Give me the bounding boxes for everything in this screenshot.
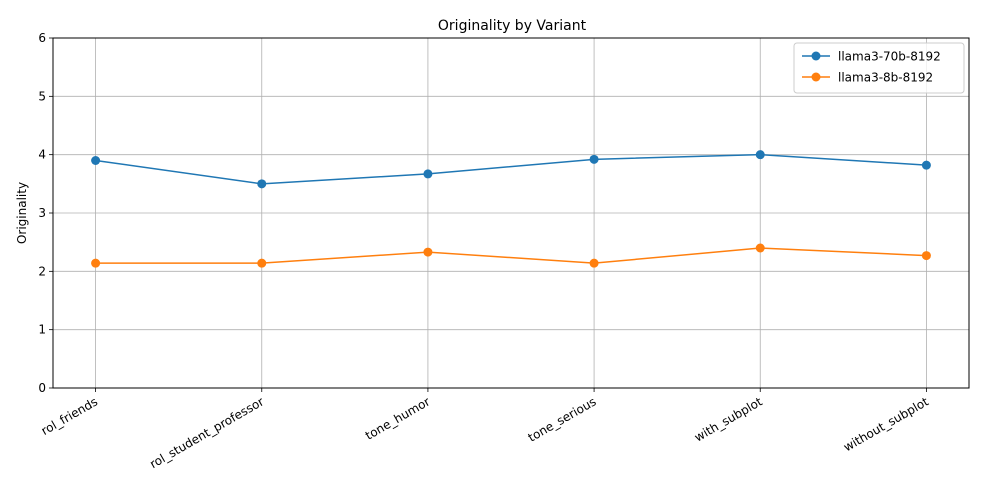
series-line [95, 247, 927, 264]
legend-marker [811, 51, 821, 61]
data-point [921, 160, 931, 170]
series-llama3-8b-8192 [91, 243, 931, 268]
x-tick-label: rol_student_professor [147, 394, 266, 471]
y-tick-label: 6 [38, 31, 46, 45]
data-point [589, 258, 599, 268]
x-tick-label: without_subplot [841, 394, 931, 454]
y-tick-label: 5 [38, 89, 46, 103]
y-tick-label: 3 [38, 206, 46, 220]
x-tick-label: tone_humor [363, 394, 433, 442]
y-tick-label: 2 [38, 264, 46, 278]
data-point [91, 156, 101, 165]
y-tick-label: 4 [38, 148, 46, 162]
y-tick-label: 1 [38, 323, 46, 337]
data-point [589, 154, 599, 164]
legend-item: llama3-70b-8192 [802, 50, 941, 64]
data-point [257, 179, 267, 189]
legend-label: llama3-8b-8192 [838, 71, 933, 85]
data-point [91, 258, 101, 268]
data-point [755, 150, 765, 160]
x-tick-label: tone_serious [526, 394, 599, 444]
data-point [755, 243, 765, 253]
legend: llama3-70b-8192 llama3-8b-8192 [793, 42, 965, 94]
data-point [921, 251, 931, 261]
ticks: 0 1 2 3 4 5 6 rol_friends rol_student_professor t… [38, 31, 931, 471]
legend-item: llama3-8b-8192 [802, 71, 933, 85]
data-point [257, 258, 267, 268]
y-tick-label: 0 [38, 381, 46, 395]
x-tick-label: with_subplot [692, 394, 765, 444]
grid [53, 37, 969, 389]
data-point [423, 169, 433, 179]
legend-label: llama3-70b-8192 [838, 50, 941, 64]
chart-title: Originality by Variant [438, 18, 587, 34]
series-layer [91, 150, 931, 268]
legend-marker [811, 72, 821, 82]
legend-box [793, 42, 965, 94]
data-point [423, 247, 433, 257]
y-axis-label: Originality [15, 182, 29, 244]
x-tick-label: rol_friends [39, 394, 100, 437]
series-line [95, 153, 927, 185]
series-llama3-70b-8192 [91, 150, 931, 189]
